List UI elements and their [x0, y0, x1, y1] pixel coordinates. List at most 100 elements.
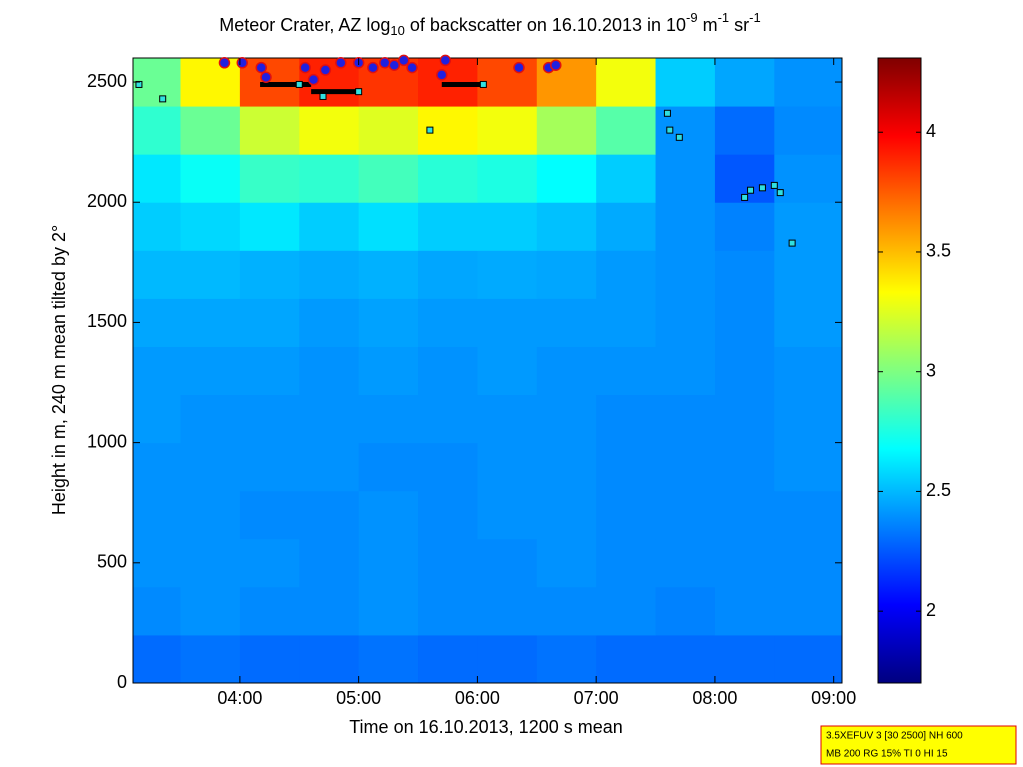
square-marker: [675, 133, 683, 141]
heat-cell: [536, 394, 597, 444]
title-part: Meteor Crater, AZ log: [219, 15, 390, 35]
y-tick-label: 2000: [87, 191, 127, 211]
heat-cell: [714, 250, 775, 299]
heat-cell: [714, 202, 775, 251]
circle-marker: [406, 61, 418, 74]
heat-cell: [358, 586, 419, 636]
heat-cell: [596, 202, 657, 251]
heat-cell: [180, 202, 241, 251]
colorbar: [877, 57, 922, 684]
heat-cell: [358, 298, 419, 347]
title-part: -1: [749, 10, 761, 25]
square-marker: [758, 184, 766, 192]
square-marker: [747, 186, 755, 194]
heat-cell: [239, 634, 300, 684]
heat-cell: [774, 442, 843, 492]
circle-marker: [255, 61, 268, 74]
heat-cell: [418, 586, 478, 636]
heat-cell: [239, 586, 300, 636]
heat-cell: [180, 106, 241, 155]
heat-cell: [774, 250, 843, 299]
heat-cell: [774, 58, 843, 107]
heat-cell: [299, 586, 360, 636]
heat-cell: [418, 154, 478, 203]
heat-cell: [358, 250, 419, 299]
heat-cell: [133, 202, 182, 251]
heat-cell: [774, 634, 843, 684]
heat-cell: [477, 442, 538, 492]
heat-cell: [477, 490, 538, 540]
heat-cell: [299, 106, 360, 155]
heat-cell: [477, 298, 538, 347]
heat-cell: [774, 538, 843, 588]
heat-cell: [655, 250, 716, 299]
heat-cell: [299, 202, 360, 251]
heat-cell: [133, 394, 182, 444]
heat-cell: [180, 538, 241, 588]
heat-cell: [655, 634, 716, 684]
circle-marker: [398, 54, 410, 67]
heat-cell: [358, 154, 419, 203]
heat-cell: [714, 106, 775, 155]
heat-cell: [180, 154, 241, 203]
heat-cell: [536, 586, 597, 636]
colorbar-tick-label: 2: [926, 600, 936, 620]
heat-cell: [299, 154, 360, 203]
heat-cell: [358, 538, 419, 588]
heat-cell: [596, 58, 657, 107]
heat-cell: [655, 202, 716, 251]
heat-cell: [299, 634, 360, 684]
heat-cell: [774, 586, 843, 636]
heat-cell: [596, 538, 657, 588]
heat-cell: [536, 634, 597, 684]
heat-cell: [299, 250, 360, 299]
heat-cell: [133, 442, 182, 492]
heat-cell: [180, 298, 241, 347]
heat-cell: [418, 250, 478, 299]
heat-cell: [133, 634, 182, 684]
x-tick-label: 04:00: [217, 688, 262, 708]
square-marker: [159, 95, 167, 103]
square-marker: [776, 189, 784, 197]
heat-cell: [714, 346, 775, 396]
heat-cell: [358, 634, 419, 684]
heat-cell: [299, 298, 360, 347]
heat-cell: [596, 490, 657, 540]
colorbar-tick-label: 3: [926, 360, 936, 380]
heat-cell: [299, 442, 360, 492]
heat-cell: [418, 346, 478, 396]
circle-marker: [335, 57, 347, 69]
y-tick-label: 2500: [87, 71, 127, 91]
heat-cell: [655, 538, 716, 588]
heat-cell: [536, 442, 597, 492]
heat-cell: [774, 346, 843, 396]
info-line: MB 200 RG 15% TI 0 HI 15: [826, 749, 948, 760]
y-tick-label: 500: [97, 552, 127, 572]
circle-marker: [513, 61, 525, 74]
heat-cell: [774, 154, 843, 203]
colorbar-tick-label: 3.5: [926, 241, 951, 261]
chart-title: Meteor Crater, AZ log10 of backscatter o…: [219, 10, 760, 38]
heat-cell: [596, 298, 657, 347]
heat-cell: [596, 154, 657, 203]
colorbar-tick-label: 4: [926, 121, 936, 141]
info-box: [820, 725, 1017, 765]
heat-cell: [774, 202, 843, 251]
heat-cell: [655, 442, 716, 492]
heat-cell: [180, 634, 241, 684]
title-part: -1: [718, 10, 730, 25]
heat-cell: [133, 346, 182, 396]
heat-cell: [239, 202, 300, 251]
heat-cell: [477, 106, 538, 155]
circle-marker: [299, 61, 311, 74]
heat-cell: [239, 538, 300, 588]
x-tick-label: 07:00: [574, 688, 619, 708]
heat-cell: [418, 538, 478, 588]
heat-cell: [180, 346, 241, 396]
heat-cell: [133, 490, 182, 540]
heat-cell: [655, 154, 716, 203]
heat-cell: [655, 394, 716, 444]
heat-cell: [536, 538, 597, 588]
heat-cell: [477, 346, 538, 396]
heat-cell: [239, 106, 300, 155]
